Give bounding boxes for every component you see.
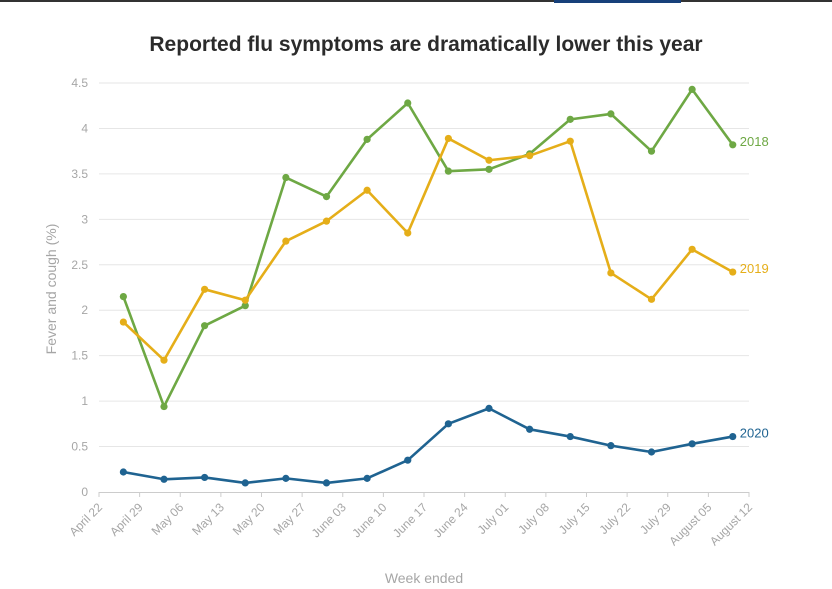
data-point-2020[interactable] [688,440,696,448]
y-axis-label: Fever and cough (%) [43,224,59,355]
x-tick-label: July 15 [556,500,593,537]
data-point-2019[interactable] [404,229,412,237]
data-point-2019[interactable] [444,134,452,143]
data-point-2019[interactable] [647,295,656,303]
y-tick-label: 0.5 [71,440,88,454]
x-tick-label: July 01 [475,500,512,537]
y-tick-label: 1.5 [71,349,88,363]
series-line-2018 [122,88,734,408]
data-point-2018[interactable] [404,99,412,107]
data-point-2018[interactable] [485,165,493,173]
series-line-2020 [123,407,733,485]
x-tick-label: June 17 [390,500,430,540]
y-tick-label: 2 [81,303,88,317]
data-point-2019[interactable] [526,152,534,160]
data-point-2019[interactable] [322,217,331,225]
chart-title: Reported flu symptoms are dramatically l… [149,33,703,56]
top-rule [0,0,832,2]
data-point-2018[interactable] [363,135,371,143]
data-point-2018[interactable] [322,193,331,201]
data-point-2019[interactable] [201,285,209,293]
y-tick-labels: 0 0.5 1 1.5 2 2.5 3 3.5 4 4.5 [71,76,88,499]
data-point-2018[interactable] [160,402,168,411]
data-point-2020[interactable] [647,448,656,456]
x-tick-label: April 29 [107,500,146,539]
y-tick-label: 4.5 [71,76,88,90]
data-point-2020[interactable] [444,420,452,428]
data-point-2019[interactable] [607,269,615,277]
data-point-2020[interactable] [363,474,371,482]
grid-lines [99,82,749,448]
series-line-2019 [122,137,734,362]
data-point-2020[interactable] [119,468,127,476]
top-accent-bar [554,0,681,3]
data-point-2018[interactable] [566,115,574,123]
data-point-2020[interactable] [607,442,615,450]
data-point-2019[interactable] [729,268,737,276]
data-point-2020[interactable] [201,473,209,482]
data-point-2018[interactable] [119,292,127,301]
x-tick-label: August 12 [707,500,755,548]
data-point-2018[interactable] [241,302,249,310]
data-point-2019[interactable] [119,318,127,326]
x-tick-label: July 08 [515,500,552,537]
series-label-2018: 2018 [740,134,769,149]
x-tick-label: June 03 [309,500,349,540]
data-point-2020[interactable] [485,404,493,412]
data-point-2020[interactable] [404,456,412,464]
x-tick-label: April 22 [66,500,105,539]
x-tick-labels: April 22 April 29 May 06 May 13 May 20 May 27… [66,500,755,548]
data-point-2018[interactable] [647,147,656,155]
x-tick-label: June 10 [349,500,389,540]
data-point-2020[interactable] [241,479,249,487]
y-tick-label: 1 [81,394,88,408]
data-point-2018[interactable] [444,167,452,175]
y-tick-label: 3 [81,212,88,226]
x-tick-label: July 22 [596,500,633,537]
x-tick-label: May 20 [230,500,268,538]
data-point-2019[interactable] [688,245,696,253]
data-point-2019[interactable] [160,356,168,364]
data-point-2019[interactable] [566,137,574,145]
y-tick-label: 4 [81,121,88,135]
x-tick-label: May 27 [271,500,309,538]
x-tick-label: May 06 [149,500,187,538]
data-point-2019[interactable] [485,156,493,164]
data-point-2020[interactable] [526,425,534,433]
data-point-2020[interactable] [566,432,574,441]
x-tick-label: July 29 [637,500,674,537]
x-tick-label: May 13 [189,500,227,538]
y-tick-label: 0 [81,485,88,499]
data-point-2020[interactable] [729,432,737,441]
data-point-2018[interactable] [607,110,615,118]
data-point-2018[interactable] [688,85,696,93]
axes [98,492,750,497]
data-point-2018[interactable] [282,173,290,182]
y-tick-label: 2.5 [71,258,88,272]
data-point-2020[interactable] [322,479,331,487]
series-label-2019: 2019 [740,261,769,276]
data-point-2019[interactable] [282,237,290,245]
x-tick-label: June 24 [431,500,471,540]
x-tick-label: August 05 [666,500,714,548]
series-label-2020: 2020 [740,426,769,441]
y-tick-label: 3.5 [71,167,88,181]
data-point-2020[interactable] [160,475,168,483]
data-point-2018[interactable] [201,322,209,330]
data-point-2020[interactable] [282,474,290,482]
series-group: 2018 2019 2020 [119,85,769,487]
data-point-2019[interactable] [241,296,249,304]
data-point-2019[interactable] [363,186,371,194]
x-axis-label: Week ended [385,570,463,586]
data-point-2018[interactable] [729,141,737,149]
